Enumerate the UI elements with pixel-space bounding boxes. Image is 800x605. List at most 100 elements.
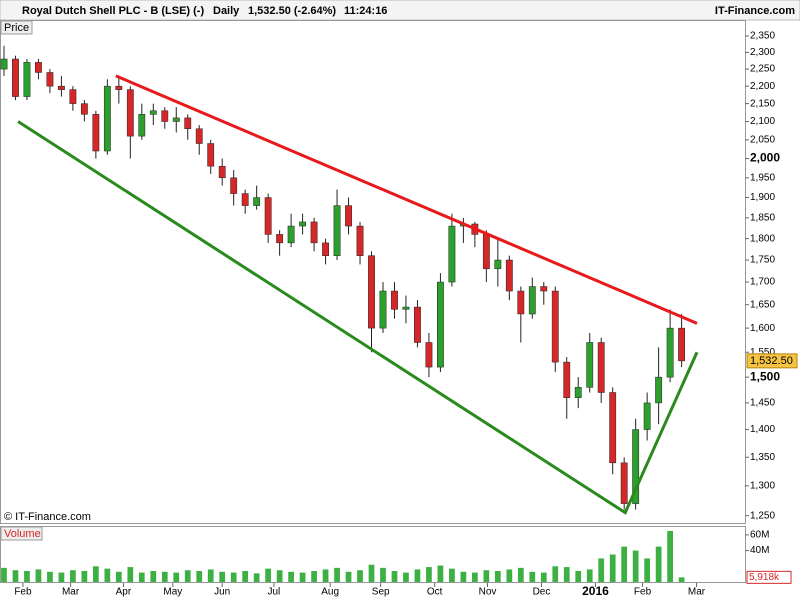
last-price-box [746, 353, 798, 369]
candle-body [620, 462, 628, 504]
volume-bar [678, 577, 685, 582]
y-tick-label: 1,850 [750, 212, 775, 223]
candle-body [655, 376, 663, 404]
x-tick-label: Oct [427, 587, 443, 598]
candle-body [207, 143, 215, 167]
volume-bar [115, 571, 122, 582]
volume-bar [276, 570, 283, 582]
candle-body [494, 259, 502, 270]
header-period: Daily [213, 5, 240, 17]
volume-bar [12, 570, 19, 582]
volume-bar [184, 570, 191, 582]
volume-panel [0, 526, 746, 583]
candle-body [299, 221, 307, 227]
candle-body [563, 361, 571, 398]
volume-bar [265, 568, 272, 582]
volume-bar [644, 558, 651, 582]
candle-body [505, 259, 513, 292]
volume-bar [506, 569, 513, 582]
candle-body [356, 225, 364, 256]
volume-bar [92, 566, 99, 582]
volume-bar [58, 572, 65, 582]
candle-body [517, 290, 525, 315]
price-panel [0, 20, 746, 524]
trend-line [17, 120, 699, 515]
candle-body [368, 255, 375, 329]
volume-bar [529, 571, 536, 582]
x-tick-label: Nov [479, 587, 497, 598]
volume-bar [196, 571, 203, 582]
candle-body [58, 85, 65, 90]
volume-bar [47, 571, 53, 582]
volume-bar [35, 569, 42, 582]
candle-body [161, 110, 169, 122]
candle-body [678, 327, 686, 362]
volume-bar [609, 554, 616, 582]
volume-bar [150, 571, 157, 582]
candle-body [12, 58, 19, 97]
volume-bar [414, 569, 421, 582]
volume-bar [449, 568, 455, 582]
volume-bar [483, 570, 490, 582]
panel-label: Price [4, 22, 29, 34]
candle-body [345, 205, 352, 227]
candle-body [414, 306, 421, 343]
x-tick-label: Dec [533, 587, 551, 598]
y-tick-label: 1,500 [750, 369, 780, 383]
volume-bar [81, 571, 88, 582]
volume-bar [70, 570, 76, 582]
y-tick-label: 1,750 [750, 255, 775, 266]
panel-label-box [0, 20, 33, 35]
y-tick-label: 1,300 [750, 481, 775, 492]
candle-body [138, 114, 146, 137]
y-tick-label: 1,450 [750, 398, 775, 409]
candle-body [448, 225, 456, 283]
volume-bar [311, 571, 317, 582]
candle-body [482, 234, 490, 270]
volume-bar [426, 567, 432, 582]
header-brand: IT-Finance.com [715, 5, 795, 17]
candle-body [586, 342, 594, 388]
candle-body [528, 286, 536, 315]
watermark: © IT-Finance.com [4, 511, 91, 523]
panel-label-box [0, 526, 43, 541]
volume-bar [540, 572, 547, 582]
candle-body [230, 177, 238, 194]
candle-body [540, 286, 548, 292]
volume-bar [621, 546, 628, 582]
volume-bar [1, 567, 7, 582]
y-tick-label: 1,550 [750, 347, 775, 358]
candle-body [69, 89, 77, 104]
candle-body [46, 72, 54, 87]
candle-body [322, 242, 329, 256]
y-tick-label: 1,900 [750, 192, 775, 203]
candle-body [276, 234, 284, 244]
volume-bar [161, 571, 168, 582]
candle-body [103, 85, 111, 152]
x-tick-label: Mar [688, 587, 706, 598]
y-tick-label: 40M [750, 545, 769, 556]
volume-bar [391, 571, 398, 582]
candle-body [115, 85, 123, 90]
candle-body [402, 306, 410, 310]
volume-bar [517, 567, 524, 582]
volume-bar [357, 570, 363, 582]
candle-body [574, 387, 582, 398]
y-tick-label: 2,200 [750, 81, 775, 92]
x-tick-label: Jul [267, 587, 280, 598]
y-tick-label: 60M [750, 529, 769, 540]
volume-bar [322, 569, 329, 582]
y-tick-label: 1,650 [750, 299, 775, 310]
volume-bar [138, 572, 145, 582]
volume-bar [242, 571, 249, 582]
x-tick-label: May [163, 587, 182, 598]
volume-bar [368, 564, 375, 582]
volume-bar [127, 567, 134, 582]
candle-body [241, 193, 249, 206]
candle-body [184, 117, 192, 130]
header-time: 11:24:16 [344, 5, 387, 17]
volume-bar [667, 530, 673, 582]
x-tick-label: Feb [14, 587, 32, 598]
volume-bar [403, 572, 409, 582]
